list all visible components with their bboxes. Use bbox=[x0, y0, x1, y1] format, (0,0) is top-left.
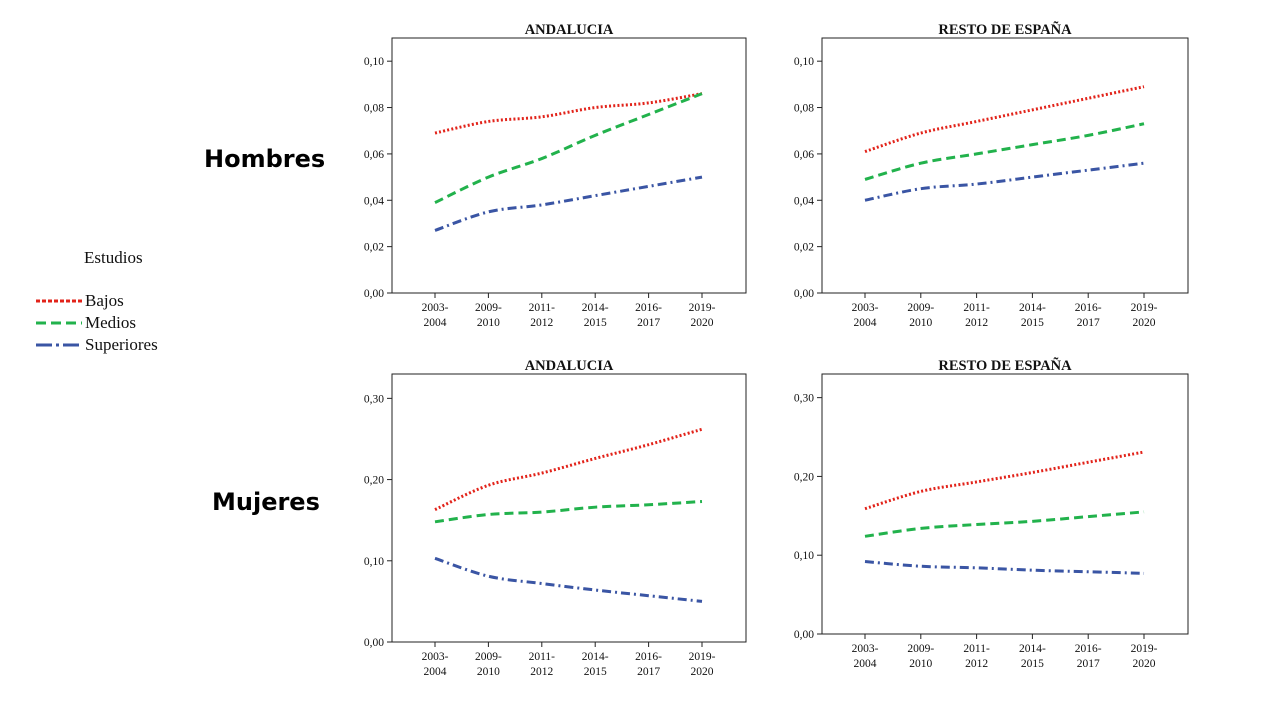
y-tick-label: 0,10 bbox=[794, 550, 814, 562]
x-tick-label: 2019-2020 bbox=[1131, 643, 1158, 670]
series-line-bajos bbox=[434, 92, 703, 135]
chart-hombres-resto: RESTO DE ESPAÑA 0,00 0,02 0,04 0,06 0,08 0,10 2… bbox=[770, 18, 1192, 338]
x-tick-label: 2011-2012 bbox=[529, 302, 556, 329]
plot-frame bbox=[391, 373, 747, 643]
x-tick-label: 2003-2004 bbox=[422, 651, 449, 678]
chart-svg: ANDALUCIA 0,00 0,02 0,04 0,06 0,08 0,10 2003-20… bbox=[364, 22, 747, 329]
plot-frame bbox=[821, 373, 1189, 635]
legend-title: Estudios bbox=[84, 248, 143, 267]
chart-svg: RESTO DE ESPAÑA 0,00 0,02 0,04 0,06 0,08 0,10 2… bbox=[794, 20, 1189, 329]
y-tick-label: 0,30 bbox=[794, 393, 814, 405]
y-tick-label: 0,06 bbox=[794, 149, 814, 161]
series-line-medios bbox=[864, 510, 1145, 538]
y-tick-label: 0,02 bbox=[794, 242, 814, 254]
chart-title: RESTO DE ESPAÑA bbox=[938, 20, 1072, 38]
legend-swatch-medios bbox=[36, 321, 82, 325]
legend-swatch-superiores bbox=[36, 343, 82, 347]
series-line-medios bbox=[434, 500, 703, 524]
chart-svg: RESTO DE ESPAÑA 0,00 0,10 0,20 0,30 2003-2004… bbox=[794, 356, 1189, 670]
series-line-medios bbox=[864, 122, 1145, 181]
chart-title: ANDALUCIA bbox=[525, 22, 614, 38]
x-tick-label: 2019-2020 bbox=[689, 651, 716, 678]
y-tick-label: 0,08 bbox=[364, 103, 384, 115]
y-tick-label: 0,10 bbox=[364, 556, 384, 568]
y-tick-label: 0,00 bbox=[364, 288, 384, 300]
legend-item-medios: Medios bbox=[36, 312, 158, 334]
x-tick-label: 2011-2012 bbox=[963, 643, 990, 670]
x-tick-label: 2019-2020 bbox=[689, 302, 716, 329]
x-tick-label: 2016-2017 bbox=[1075, 302, 1102, 329]
x-tick-label: 2009-2010 bbox=[475, 302, 502, 329]
y-tick-label: 0,10 bbox=[794, 56, 814, 68]
chart-mujeres-andalucia: ANDALUCIA 0,00 0,10 0,20 0,30 2003-2004 2009-2… bbox=[340, 354, 750, 686]
legend-label-medios: Medios bbox=[85, 313, 136, 332]
x-tick-label: 2009-2010 bbox=[907, 302, 934, 329]
x-tick-label: 2014-2015 bbox=[1019, 302, 1046, 329]
x-tick-label: 2016-2017 bbox=[635, 302, 662, 329]
x-tick-label: 2009-2010 bbox=[475, 651, 502, 678]
x-tick-label: 2011-2012 bbox=[963, 302, 990, 329]
x-tick-label: 2016-2017 bbox=[1075, 643, 1102, 670]
chart-title: RESTO DE ESPAÑA bbox=[938, 356, 1072, 374]
x-tick-label: 2009-2010 bbox=[907, 643, 934, 670]
legend: Estudios Bajos Medios Superiores bbox=[36, 248, 158, 356]
y-tick-label: 0,08 bbox=[794, 103, 814, 115]
row-label-mujeres: Mujeres bbox=[212, 488, 320, 516]
series-line-superiores bbox=[864, 161, 1145, 202]
x-tick-label: 2011-2012 bbox=[529, 651, 556, 678]
series-line-superiores bbox=[434, 175, 703, 232]
x-tick-label: 2003-2004 bbox=[852, 302, 879, 329]
x-tick-label: 2014-2015 bbox=[582, 651, 609, 678]
legend-label-bajos: Bajos bbox=[85, 291, 124, 310]
x-tick-label: 2014-2015 bbox=[582, 302, 609, 329]
legend-swatch-bajos bbox=[36, 299, 82, 303]
legend-item-bajos: Bajos bbox=[36, 290, 158, 312]
x-tick-label: 2016-2017 bbox=[635, 651, 662, 678]
y-tick-label: 0,04 bbox=[364, 195, 384, 207]
legend-label-superiores: Superiores bbox=[85, 335, 158, 354]
chart-svg: ANDALUCIA 0,00 0,10 0,20 0,30 2003-2004 2009-2… bbox=[364, 358, 747, 678]
x-tick-label: 2003-2004 bbox=[852, 643, 879, 670]
series-line-medios bbox=[434, 92, 703, 204]
plot-frame bbox=[391, 37, 747, 294]
y-tick-label: 0,06 bbox=[364, 149, 384, 161]
y-tick-label: 0,00 bbox=[794, 629, 814, 641]
x-tick-label: 2019-2020 bbox=[1131, 302, 1158, 329]
y-tick-label: 0,04 bbox=[794, 195, 814, 207]
y-tick-label: 0,20 bbox=[794, 471, 814, 483]
x-tick-label: 2003-2004 bbox=[422, 302, 449, 329]
series-line-bajos bbox=[864, 85, 1145, 154]
series-line-bajos bbox=[864, 450, 1145, 511]
y-tick-label: 0,00 bbox=[794, 288, 814, 300]
chart-title: ANDALUCIA bbox=[525, 358, 614, 374]
y-tick-label: 0,10 bbox=[364, 56, 384, 68]
legend-item-superiores: Superiores bbox=[36, 334, 158, 356]
row-label-hombres: Hombres bbox=[204, 145, 326, 173]
series-line-superiores bbox=[864, 560, 1145, 575]
y-tick-label: 0,20 bbox=[364, 475, 384, 487]
y-tick-label: 0,30 bbox=[364, 393, 384, 405]
y-tick-label: 0,02 bbox=[364, 242, 384, 254]
y-tick-label: 0,00 bbox=[364, 637, 384, 649]
series-line-superiores bbox=[434, 556, 703, 603]
chart-hombres-andalucia: ANDALUCIA 0,00 0,02 0,04 0,06 0,08 0,10 2003-20… bbox=[340, 18, 750, 338]
chart-mujeres-resto: RESTO DE ESPAÑA 0,00 0,10 0,20 0,30 2003-2004… bbox=[770, 354, 1192, 679]
series-line-bajos bbox=[434, 427, 703, 511]
plot-frame bbox=[821, 37, 1189, 294]
x-tick-label: 2014-2015 bbox=[1019, 643, 1046, 670]
